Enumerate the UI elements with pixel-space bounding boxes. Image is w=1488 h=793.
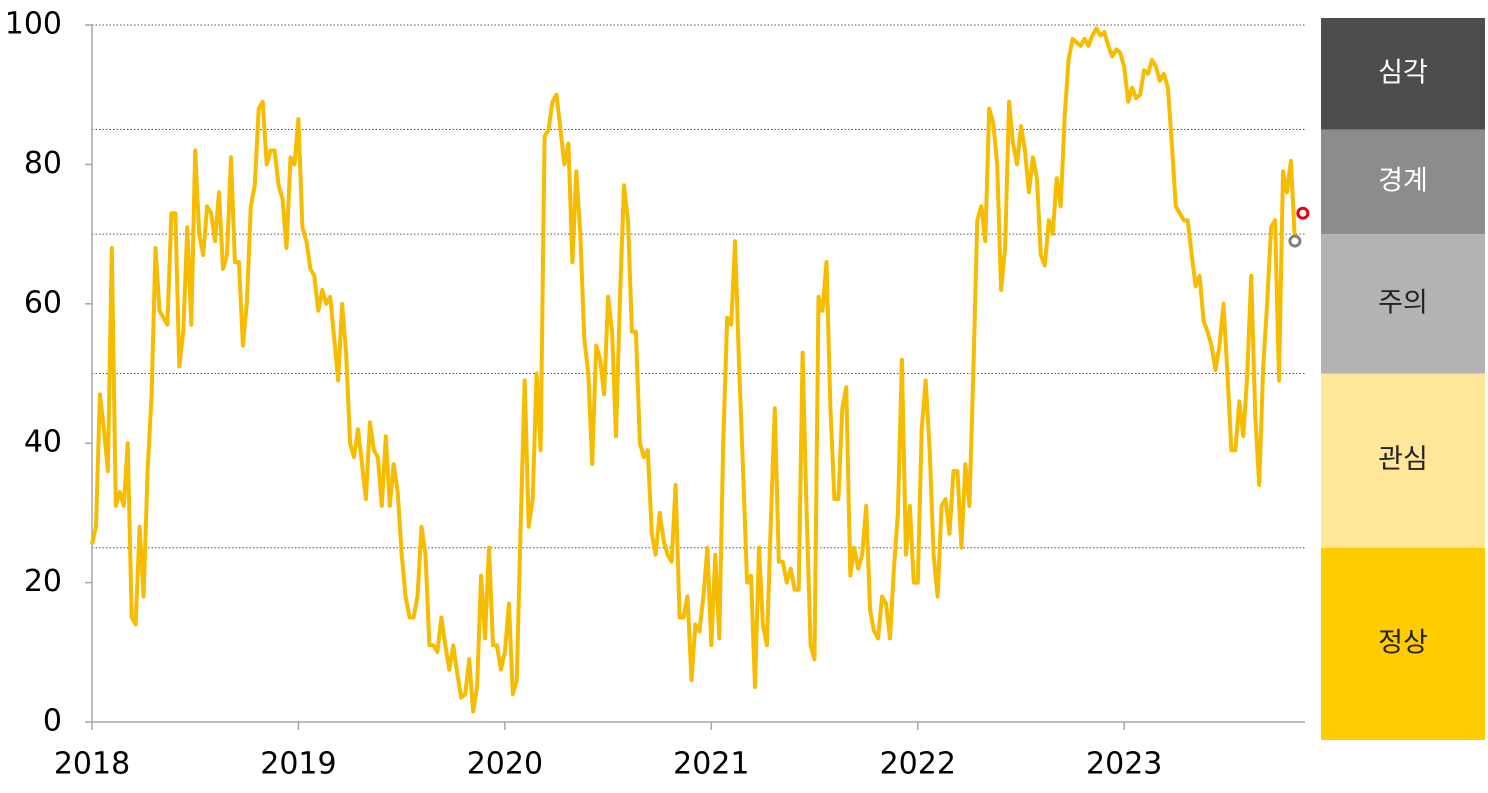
zone-label: 주의	[1378, 287, 1428, 318]
zone-label: 관심	[1378, 444, 1428, 475]
y-tick-label: 0	[43, 704, 62, 739]
zone-band	[1321, 547, 1485, 740]
zone-label: 정상	[1378, 627, 1428, 658]
zone-band	[1321, 129, 1485, 235]
zone-label: 경계	[1378, 165, 1428, 196]
zone-band	[1321, 234, 1485, 374]
x-tick-label: 2020	[467, 747, 543, 782]
y-tick-label: 100	[5, 7, 62, 42]
x-tick-label: 2022	[880, 747, 956, 782]
marker-point	[1288, 234, 1302, 248]
series-line	[90, 26, 1297, 714]
y-tick-label: 40	[24, 425, 62, 460]
zone-label: 심각	[1378, 57, 1428, 88]
x-tick-label: 2018	[54, 747, 130, 782]
marker-point	[1296, 206, 1310, 220]
x-tick-label: 2021	[673, 747, 749, 782]
y-tick-label: 20	[24, 564, 62, 599]
zone-band	[1321, 18, 1485, 130]
zone-band	[1321, 373, 1485, 548]
y-tick-label: 80	[24, 146, 62, 181]
y-tick-label: 60	[24, 285, 62, 320]
x-tick-label: 2023	[1086, 747, 1162, 782]
x-tick-label: 2019	[260, 747, 336, 782]
